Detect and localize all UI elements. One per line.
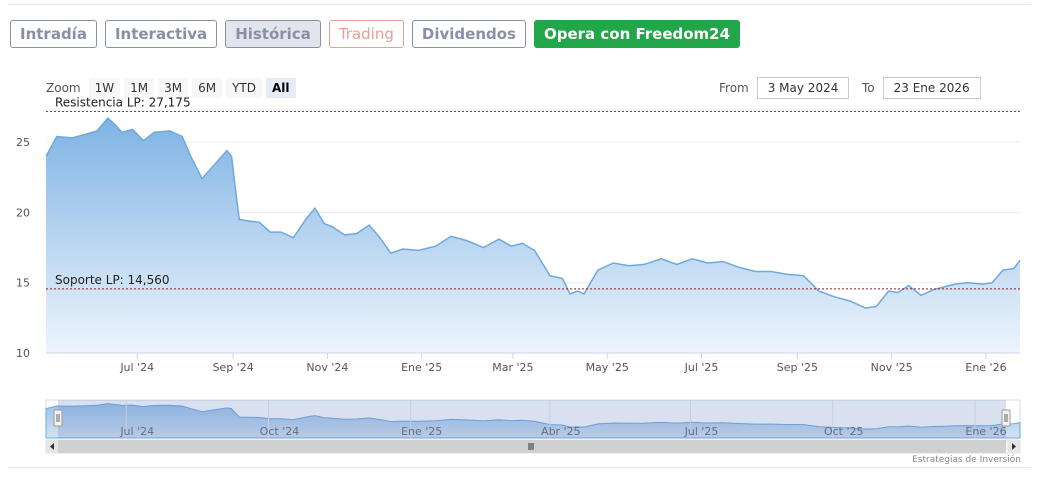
arrow-left-icon xyxy=(50,443,54,450)
x-tick-label: Jul '25 xyxy=(684,361,719,374)
tab-trading[interactable]: Trading xyxy=(328,20,404,48)
y-axis: 10 15 20 25 xyxy=(16,136,30,360)
price-chart: Resistencia LP: 27,175 Soporte LP: 14,560… xyxy=(16,96,1021,454)
x-tick-label: Ene '26 xyxy=(965,361,1006,374)
view-tabs: Intradía Interactiva Histórica Trading D… xyxy=(10,20,741,48)
price-area xyxy=(46,118,1020,353)
navigator[interactable]: Jul '24 Oct '24 Ene '25 Abr '25 Jul '25 Oct '… xyxy=(45,399,1021,454)
arrow-right-icon xyxy=(1012,443,1016,450)
date-range-to: To 23 Ene 2026 xyxy=(862,77,981,99)
date-range-from: From 3 May 2024 xyxy=(719,77,850,99)
zoom-selector: Zoom 1W 1M 3M 6M YTD All xyxy=(46,78,296,98)
bottom-divider xyxy=(8,467,1031,468)
x-tick-label: Mar '25 xyxy=(492,361,533,374)
navigator-tick-label: Oct '25 xyxy=(824,425,864,438)
tab-interactiva[interactable]: Interactiva xyxy=(104,20,218,48)
to-label: To xyxy=(862,81,875,95)
scrollbar-thumb[interactable] xyxy=(58,440,1006,453)
navigator-tick-label: Oct '24 xyxy=(260,425,300,438)
x-axis: Jul '24 Sep '24 Nov '24 Ene '25 Mar '25 May '… xyxy=(46,352,1020,374)
resistance-label: Resistencia LP: 27,175 xyxy=(55,96,191,110)
y-tick-label: 25 xyxy=(16,136,30,149)
zoom-3m-button[interactable]: 3M xyxy=(158,78,189,98)
x-tick-label: May '25 xyxy=(586,361,629,374)
x-tick-label: Sep '24 xyxy=(212,361,253,374)
credit-text: Estrategias de Inversión xyxy=(912,455,1021,465)
x-tick-label: Ene '25 xyxy=(401,361,442,374)
tab-historica[interactable]: Histórica xyxy=(225,20,321,48)
x-tick-label: Jul '24 xyxy=(119,361,154,374)
top-divider xyxy=(8,4,1031,5)
plot-area xyxy=(45,117,1021,353)
navigator-tick-label: Jul '25 xyxy=(684,425,719,438)
from-date-input[interactable]: 3 May 2024 xyxy=(756,77,850,99)
navigator-selection[interactable] xyxy=(58,400,1006,438)
x-tick-label: Nov '25 xyxy=(871,361,913,374)
navigator-handle-left[interactable] xyxy=(53,409,63,427)
zoom-6m-button[interactable]: 6M xyxy=(192,78,223,98)
x-tick-label: Sep '25 xyxy=(777,361,818,374)
navigator-tick-label: Abr '25 xyxy=(541,425,581,438)
from-label: From xyxy=(719,81,749,95)
tab-intradia[interactable]: Intradía xyxy=(10,20,97,48)
reference-lines: Resistencia LP: 27,175 Soporte LP: 14,560 xyxy=(46,96,1020,290)
navigator-handle-right[interactable] xyxy=(1001,409,1011,427)
zoom-all-button[interactable]: All xyxy=(266,78,296,98)
zoom-1w-button[interactable]: 1W xyxy=(88,78,121,98)
zoom-1m-button[interactable]: 1M xyxy=(124,78,155,98)
price-line xyxy=(45,117,1021,309)
x-tick-label: Nov '24 xyxy=(306,361,348,374)
zoom-label: Zoom xyxy=(46,81,81,95)
to-date-input[interactable]: 23 Ene 2026 xyxy=(882,77,981,99)
tab-dividendos[interactable]: Dividendos xyxy=(411,20,526,48)
y-tick-label: 10 xyxy=(16,347,30,360)
navigator-tick-label: Ene '26 xyxy=(965,425,1006,438)
navigator-tick-label: Ene '25 xyxy=(401,425,442,438)
y-tick-label: 20 xyxy=(16,206,30,219)
y-tick-label: 15 xyxy=(16,277,30,290)
zoom-ytd-button[interactable]: YTD xyxy=(226,78,262,98)
opera-freedom24-button[interactable]: Opera con Freedom24 xyxy=(533,20,741,48)
support-label: Soporte LP: 14,560 xyxy=(55,273,170,287)
navigator-tick-label: Jul '24 xyxy=(119,425,154,438)
navigator-series xyxy=(45,403,1021,439)
